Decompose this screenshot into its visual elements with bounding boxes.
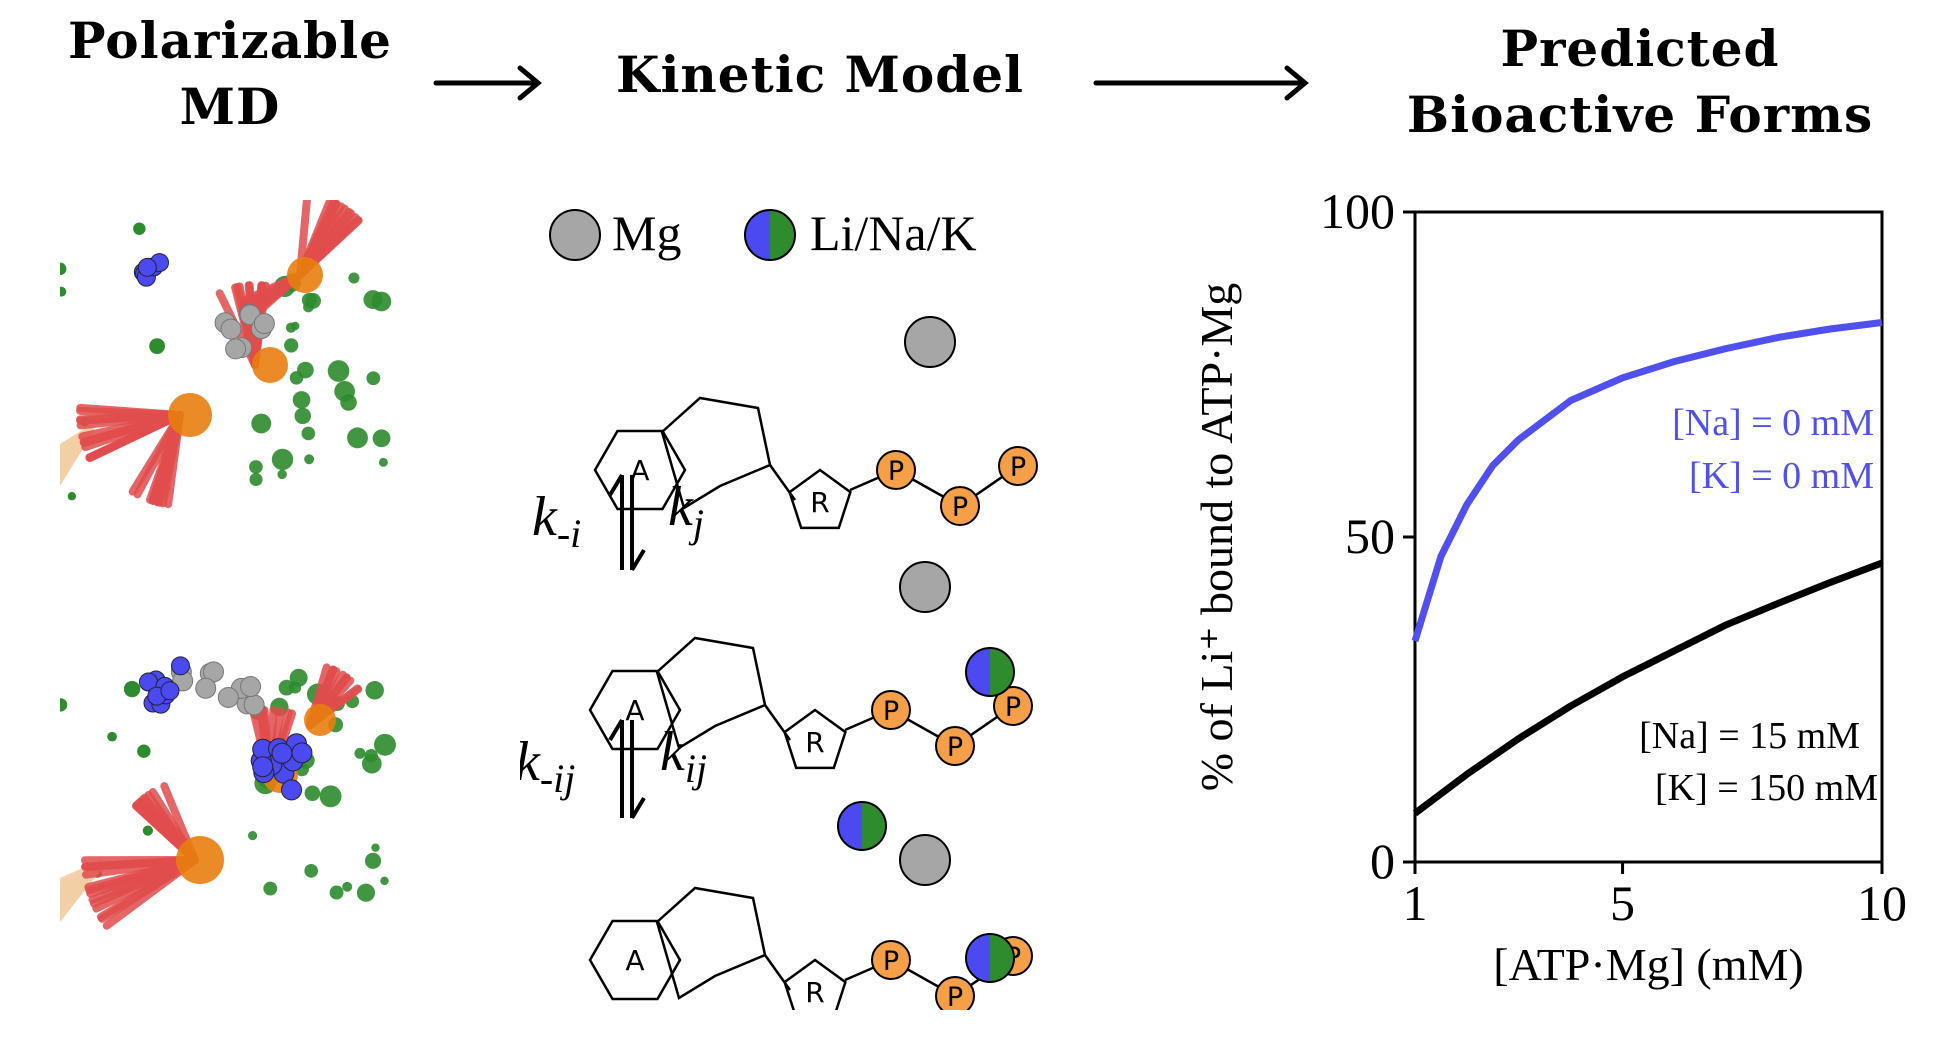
x-tick-label: 1	[1403, 875, 1428, 931]
y-tick-label: 50	[1345, 508, 1395, 564]
phosphate-2	[935, 976, 975, 1010]
adenine-label: A	[625, 944, 644, 977]
title-predicted-forms: Predicted Bioactive Forms	[1370, 16, 1910, 148]
atp-mg-state-1: A R P P P	[593, 396, 1038, 530]
ion-state3-a	[837, 801, 887, 851]
ribose-ring	[783, 708, 847, 770]
rate-k-ij: kij	[660, 721, 707, 791]
phosphate-3	[993, 686, 1033, 726]
equilibrium-arrow-2	[608, 718, 646, 820]
title-right-line1: Predicted	[1500, 19, 1780, 78]
phosphate-2	[940, 486, 980, 526]
ion-legend-label: Li/Na/K	[810, 205, 977, 261]
adenine-fused-ring	[655, 886, 767, 1000]
title-left-line1: Polarizable	[68, 11, 392, 70]
y-tick-label: 0	[1370, 833, 1395, 889]
atp-mg-state-2: A R P P P	[588, 636, 1033, 770]
title-polarizable-md: Polarizable MD	[20, 8, 440, 140]
annotation-series-2-line1: [Na] = 15 mM	[1639, 715, 1860, 757]
kinetic-model: Mg Li/Na/K A R P P P A R P P P A R P P P	[520, 205, 1038, 1010]
svg-text:P: P	[1005, 692, 1021, 723]
equilibrium-arrow-1	[608, 473, 646, 572]
ribose-ring	[783, 958, 847, 1010]
ribose-label: R	[805, 726, 824, 759]
ribose-label: R	[810, 486, 829, 519]
phosphate-1	[871, 940, 911, 980]
svg-text:P: P	[888, 456, 904, 487]
svg-text:P: P	[883, 946, 899, 977]
md-snapshot-top	[60, 200, 392, 509]
svg-text:P: P	[947, 982, 963, 1010]
adenine-label: A	[630, 454, 649, 487]
phosphate-2	[935, 726, 975, 766]
adenine-label: A	[625, 694, 644, 727]
ribose-ring	[788, 468, 852, 530]
x-tick-label: 5	[1610, 875, 1635, 931]
rate-k-j: kj	[668, 476, 704, 546]
mg-legend-label: Mg	[612, 205, 681, 261]
phosphate-3	[998, 446, 1038, 486]
series-line-1	[1411, 319, 1883, 643]
series-line-2	[1412, 559, 1884, 817]
ribose-label: R	[805, 976, 824, 1009]
arrow-1	[433, 65, 542, 101]
mg-ion-state2	[899, 561, 951, 613]
y-axis-label: % of Li⁺ bound to ATP·Mg	[1191, 283, 1242, 792]
rate-k-minus-i: k-i	[532, 486, 581, 556]
phosphate-1	[871, 690, 911, 730]
ion-state2	[965, 647, 1015, 697]
mg-ion-state1	[904, 316, 956, 368]
title-left-line2: MD	[179, 77, 281, 136]
mg-ion-state3	[899, 834, 951, 886]
phosphate-1	[876, 450, 916, 490]
svg-text:P: P	[952, 492, 968, 523]
ion-legend-icon	[744, 209, 796, 261]
ion-state3-b	[965, 933, 1015, 983]
md-snapshot-bottom	[60, 656, 396, 930]
svg-text:P: P	[883, 696, 899, 727]
rate-k-minus-ij: k-ij	[520, 731, 575, 801]
title-kinetic-model: Kinetic Model	[615, 45, 1025, 104]
chart-series	[1411, 319, 1884, 817]
svg-text:P: P	[1010, 452, 1026, 483]
x-tick-label: 10	[1857, 875, 1907, 931]
annotation-series-1-line1: [Na] = 0 mM	[1672, 402, 1874, 444]
x-axis-label: [ATP·Mg] (mM)	[1493, 939, 1803, 990]
svg-text:P: P	[947, 732, 963, 763]
annotation-series-1-line2: [K] = 0 mM	[1689, 455, 1874, 497]
y-tick-label: 100	[1320, 183, 1395, 239]
title-right-line2: Bioactive Forms	[1406, 85, 1874, 144]
flow-arrows	[433, 65, 1309, 101]
annotation-series-2-line2: [K] = 150 mM	[1655, 767, 1878, 809]
arrow-2	[1093, 65, 1309, 101]
mg-legend-icon	[549, 209, 601, 261]
